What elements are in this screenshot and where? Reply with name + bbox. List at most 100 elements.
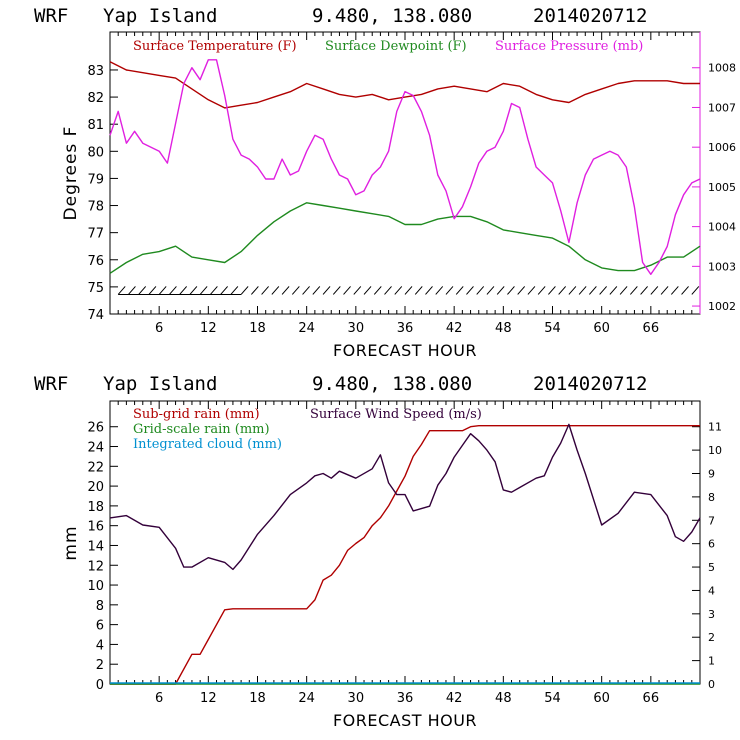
wind-barb bbox=[148, 286, 157, 295]
chart1-location: Yap Island bbox=[103, 5, 217, 27]
wind-barb bbox=[158, 286, 167, 295]
chart1-x-tick-label: 30 bbox=[348, 321, 365, 336]
chart2-coords: 9.480, 138.080 bbox=[312, 373, 472, 395]
wind-barb bbox=[425, 286, 433, 295]
chart1-y2-tick-label: 1002 bbox=[708, 300, 736, 313]
wind-barb bbox=[343, 286, 351, 295]
wind-barb bbox=[455, 286, 464, 295]
chart1-x-tick-label: 54 bbox=[544, 321, 561, 336]
chart1-y-tick-label: 74 bbox=[87, 308, 104, 323]
chart2-y2-tick-label: 2 bbox=[708, 631, 715, 644]
chart1-x-tick-label: 18 bbox=[249, 321, 266, 336]
chart2-y2-tick-label: 0 bbox=[708, 678, 715, 691]
chart1-y2-tick-label: 1003 bbox=[708, 260, 736, 273]
chart1-y2-tick-label: 1008 bbox=[708, 62, 736, 75]
chart2-init: 2014020712 bbox=[533, 373, 647, 395]
wind-barb bbox=[169, 286, 177, 295]
chart2-y2-tick-label: 4 bbox=[708, 584, 715, 597]
series-surface-temperature bbox=[109, 61, 700, 109]
wind-barb bbox=[629, 286, 638, 295]
wind-barb bbox=[414, 286, 423, 295]
chart1-y-tick-label: 80 bbox=[87, 145, 104, 160]
chart1-y-tick-label: 82 bbox=[87, 91, 104, 106]
wind-barb bbox=[117, 286, 126, 295]
wind-barb bbox=[445, 286, 454, 295]
chart1-y-tick-label: 78 bbox=[87, 200, 104, 215]
wind-barb bbox=[291, 286, 300, 295]
chart1-x-tick-label: 42 bbox=[446, 321, 463, 336]
chart1-init: 2014020712 bbox=[533, 5, 647, 27]
chart2-y2-tick-label: 8 bbox=[708, 491, 715, 504]
wind-barb bbox=[496, 286, 505, 295]
wind-barb bbox=[394, 286, 403, 295]
chart1-x-tick-label: 48 bbox=[495, 321, 512, 336]
wind-barb bbox=[240, 286, 249, 295]
wind-barb bbox=[548, 286, 556, 295]
wind-barb bbox=[261, 286, 269, 295]
chart2-y-tick-label: 4 bbox=[96, 638, 104, 653]
wind-barb bbox=[578, 286, 587, 295]
wind-barb bbox=[322, 286, 331, 295]
wind-barb bbox=[660, 286, 669, 295]
chart1-y-tick-label: 79 bbox=[87, 172, 104, 187]
chart2-x-tick-label: 60 bbox=[593, 691, 610, 706]
chart2-y-tick-label: 14 bbox=[87, 539, 104, 554]
chart2-y2-tick-label: 9 bbox=[708, 468, 715, 481]
wind-barb bbox=[199, 286, 208, 295]
chart1-y-axis-label: Degrees F bbox=[61, 126, 81, 221]
chart1-y2-tick-label: 1005 bbox=[708, 181, 736, 194]
chart2-y2-tick-label: 3 bbox=[708, 608, 715, 621]
chart2-y-tick-label: 8 bbox=[96, 599, 104, 614]
chart2-model: WRF bbox=[34, 373, 68, 395]
wind-barb bbox=[189, 286, 198, 295]
chart2-y2-tick-label: 10 bbox=[708, 444, 722, 457]
chart2-y-tick-label: 2 bbox=[96, 658, 104, 673]
chart2-y-tick-label: 22 bbox=[87, 460, 104, 475]
chart1-x-tick-label: 24 bbox=[298, 321, 315, 336]
wind-barb bbox=[332, 286, 341, 295]
legend-surface-pressure: Surface Pressure (mb) bbox=[495, 39, 643, 54]
wind-barb bbox=[230, 286, 239, 295]
series-surface-wind-speed bbox=[109, 423, 701, 571]
wind-barb bbox=[640, 286, 648, 295]
legend-integrated-cloud: Integrated cloud (mm) bbox=[133, 437, 282, 452]
legend-surface-temperature: Surface Temperature (F) bbox=[133, 39, 297, 54]
legend-surface-dewpoint: Surface Dewpoint (F) bbox=[325, 39, 467, 54]
chart1-y2-tick-label: 1006 bbox=[708, 141, 736, 154]
chart2-x-axis-label: FORECAST HOUR bbox=[333, 711, 477, 730]
series-surface-pressure bbox=[109, 59, 701, 275]
chart2-x-tick-label: 48 bbox=[495, 691, 512, 706]
wind-barb bbox=[670, 286, 679, 295]
chart2-y-tick-label: 12 bbox=[87, 559, 104, 574]
chart2-x-tick-label: 54 bbox=[544, 691, 561, 706]
chart2-y-tick-label: 0 bbox=[96, 678, 104, 693]
wind-barb bbox=[507, 286, 515, 295]
chart1-plot-frame bbox=[109, 31, 701, 315]
chart2-y-tick-label: 24 bbox=[87, 441, 104, 456]
wind-barb bbox=[384, 286, 392, 295]
wind-barb bbox=[353, 286, 362, 295]
wind-barb bbox=[691, 286, 700, 295]
wind-barb bbox=[435, 286, 444, 295]
chart1-y-tick-label: 83 bbox=[87, 64, 104, 79]
chart2-y-tick-label: 18 bbox=[87, 500, 104, 515]
wind-barb bbox=[588, 286, 597, 295]
chart2-y-tick-label: 26 bbox=[87, 421, 104, 436]
chart1-x-tick-label: 12 bbox=[200, 321, 217, 336]
wind-barb bbox=[486, 286, 495, 295]
wind-barb bbox=[271, 286, 280, 295]
chart2-y-tick-label: 10 bbox=[87, 579, 104, 594]
chart1-x-tick-label: 6 bbox=[155, 321, 163, 336]
chart1-x-tick-label: 60 bbox=[593, 321, 610, 336]
series-sub-grid-rain bbox=[110, 425, 700, 685]
chart2-x-tick-label: 18 bbox=[249, 691, 266, 706]
wind-barb bbox=[517, 286, 526, 295]
wind-barb bbox=[599, 286, 607, 295]
wind-barb bbox=[138, 286, 147, 295]
wind-barb bbox=[281, 286, 290, 295]
wind-barb bbox=[210, 286, 218, 295]
chart2-x-tick-label: 66 bbox=[643, 691, 660, 706]
chart2-x-tick-label: 6 bbox=[155, 691, 163, 706]
wind-barb bbox=[558, 286, 567, 295]
